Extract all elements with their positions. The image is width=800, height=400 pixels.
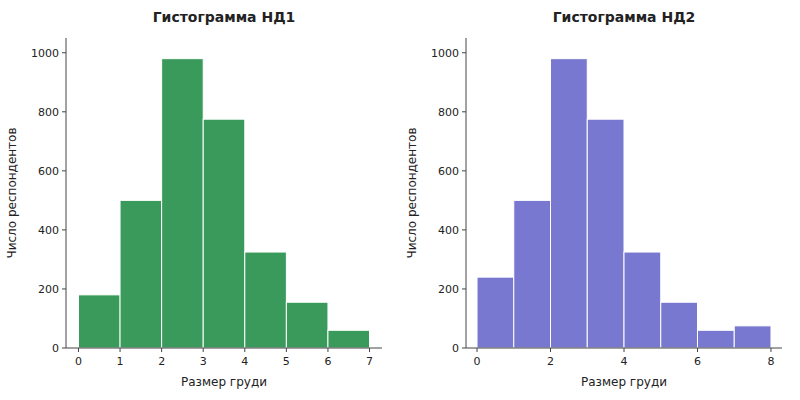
chart-title: Гистограмма НД2 xyxy=(553,9,696,25)
x-tick xyxy=(120,348,121,352)
chart-title: Гистограмма НД1 xyxy=(153,9,296,25)
x-tick-label: 0 xyxy=(75,355,82,368)
x-tick-label: 2 xyxy=(158,355,165,368)
histogram-bar xyxy=(624,252,661,348)
histogram-bar xyxy=(661,302,698,348)
y-tick-label: 1000 xyxy=(431,47,459,60)
x-tick-label: 4 xyxy=(241,355,248,368)
y-tick-label: 600 xyxy=(438,165,459,178)
chart-panel: 0 1 2 3 4 5 6 7 0 200 400 600 800 1000 Гистограмма НД1… xyxy=(5,9,382,389)
x-tick-label: 8 xyxy=(767,355,774,368)
y-tick xyxy=(62,229,66,230)
axes: 0 2 4 6 8 0 200 400 600 800 1000 xyxy=(431,38,782,368)
y-tick-label: 200 xyxy=(438,283,459,296)
y-tick xyxy=(62,52,66,53)
x-tick-label: 7 xyxy=(366,355,373,368)
y-tick xyxy=(462,288,466,289)
histogram-bar xyxy=(328,330,370,348)
x-tick xyxy=(369,348,370,352)
x-axis-line xyxy=(66,348,382,349)
x-tick xyxy=(244,348,245,352)
x-tick xyxy=(697,348,698,352)
y-tick xyxy=(462,348,466,349)
x-tick-label: 6 xyxy=(324,355,331,368)
y-axis-label: Число респондентов xyxy=(5,127,19,258)
chart-panel: 0 2 4 6 8 0 200 400 600 800 1000 Гистограмма НД2 Раз… xyxy=(405,9,782,389)
y-tick xyxy=(462,170,466,171)
x-tick xyxy=(78,348,79,352)
x-tick xyxy=(161,348,162,352)
bars xyxy=(477,59,771,348)
histogram-bar xyxy=(477,277,514,348)
x-tick xyxy=(550,348,551,352)
chart-container: 0123456702004006008001000Гистограмма НД1… xyxy=(0,0,800,400)
x-tick xyxy=(624,348,625,352)
x-tick-label: 6 xyxy=(694,355,701,368)
y-tick xyxy=(62,111,66,112)
histogram-bar xyxy=(514,200,551,348)
x-axis-label: Размер груди xyxy=(181,375,267,389)
x-tick xyxy=(203,348,204,352)
axes: 0 1 2 3 4 5 6 7 0 200 400 600 800 1000 xyxy=(31,38,382,368)
histogram-bar xyxy=(286,302,328,348)
histogram-bar xyxy=(162,59,204,348)
x-tick xyxy=(477,348,478,352)
y-tick xyxy=(62,288,66,289)
x-tick xyxy=(286,348,287,352)
x-tick xyxy=(770,348,771,352)
histogram-bar xyxy=(697,330,734,348)
x-tick-label: 2 xyxy=(547,355,554,368)
x-tick-label: 1 xyxy=(117,355,124,368)
y-tick xyxy=(462,111,466,112)
y-tick xyxy=(462,52,466,53)
x-axis-label: Размер груди xyxy=(581,375,667,389)
histogram-bar xyxy=(551,59,588,348)
x-tick-label: 0 xyxy=(474,355,481,368)
histogram-bar xyxy=(587,119,624,348)
y-tick-label: 600 xyxy=(38,165,59,178)
y-tick-label: 1000 xyxy=(31,47,59,60)
histogram-bar xyxy=(78,295,120,348)
y-tick xyxy=(62,170,66,171)
y-tick-label: 800 xyxy=(38,106,59,119)
histogram-bar xyxy=(203,119,245,348)
y-axis-line xyxy=(466,38,467,348)
x-tick-label: 3 xyxy=(200,355,207,368)
y-tick-label: 400 xyxy=(38,224,59,237)
y-tick-label: 0 xyxy=(452,342,459,355)
y-tick-label: 800 xyxy=(438,106,459,119)
y-tick-label: 400 xyxy=(438,224,459,237)
y-tick xyxy=(62,348,66,349)
x-tick-label: 5 xyxy=(283,355,290,368)
y-tick-label: 200 xyxy=(38,283,59,296)
histogram-bar xyxy=(245,252,287,348)
bars xyxy=(78,59,369,348)
y-tick-label: 0 xyxy=(52,342,59,355)
figure: 0123456702004006008001000Гистограмма НД1… xyxy=(0,0,800,400)
histogram-bar xyxy=(120,200,162,348)
y-axis-line xyxy=(66,38,67,348)
y-axis-label: Число респондентов xyxy=(405,127,419,258)
x-tick-label: 4 xyxy=(621,355,628,368)
y-tick xyxy=(462,229,466,230)
histogram-bar xyxy=(734,326,771,348)
x-tick xyxy=(327,348,328,352)
